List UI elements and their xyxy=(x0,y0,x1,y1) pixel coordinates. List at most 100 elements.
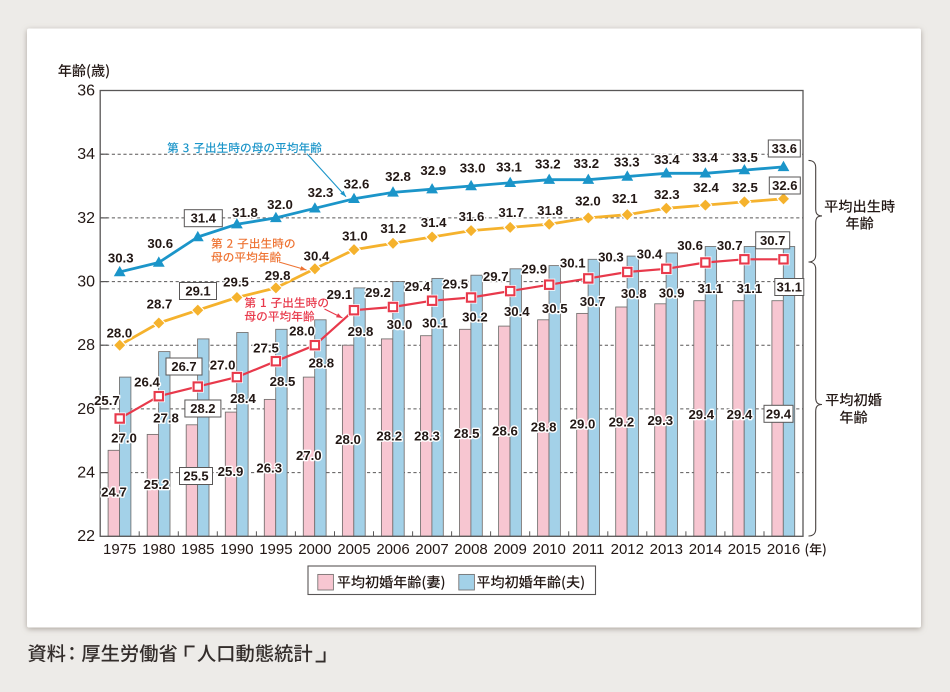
svg-text:2008: 2008 xyxy=(454,541,487,558)
svg-text:28.4: 28.4 xyxy=(230,391,256,406)
svg-text:28.8: 28.8 xyxy=(531,419,557,434)
svg-text:2015: 2015 xyxy=(728,541,761,558)
svg-text:29.3: 29.3 xyxy=(647,413,673,428)
svg-text:26: 26 xyxy=(77,401,95,418)
svg-text:29.2: 29.2 xyxy=(365,285,391,300)
svg-text:30.9: 30.9 xyxy=(659,285,685,300)
svg-text:31.8: 31.8 xyxy=(537,203,563,218)
svg-text:2013: 2013 xyxy=(650,541,683,558)
svg-text:2012: 2012 xyxy=(611,541,644,558)
svg-text:28.0: 28.0 xyxy=(289,323,315,338)
svg-text:29.4: 29.4 xyxy=(405,279,431,294)
svg-text:32.8: 32.8 xyxy=(385,169,411,184)
svg-text:2007: 2007 xyxy=(415,541,448,558)
svg-text:27.0: 27.0 xyxy=(210,357,236,372)
svg-text:30.6: 30.6 xyxy=(677,238,703,253)
svg-text:29.7: 29.7 xyxy=(483,269,509,284)
svg-text:29.5: 29.5 xyxy=(223,274,249,289)
svg-text:32.6: 32.6 xyxy=(344,176,370,191)
svg-text:28.7: 28.7 xyxy=(147,297,173,312)
svg-text:29.1: 29.1 xyxy=(185,284,210,299)
svg-text:29.2: 29.2 xyxy=(609,415,635,430)
svg-text:25.9: 25.9 xyxy=(218,464,244,479)
svg-text:32.5: 32.5 xyxy=(732,180,758,195)
svg-text:31.1: 31.1 xyxy=(737,281,763,296)
svg-text:33.3: 33.3 xyxy=(614,154,640,169)
svg-text:30.6: 30.6 xyxy=(147,236,173,251)
svg-text:31.4: 31.4 xyxy=(191,211,217,226)
svg-text:29.0: 29.0 xyxy=(570,417,596,432)
svg-text:28.3: 28.3 xyxy=(414,428,440,443)
svg-text:33.4: 33.4 xyxy=(654,152,680,167)
svg-text:27.8: 27.8 xyxy=(153,411,179,426)
svg-text:2011: 2011 xyxy=(572,541,604,558)
svg-text:30.4: 30.4 xyxy=(504,304,530,319)
svg-text:2005: 2005 xyxy=(337,541,370,558)
svg-text:33.6: 33.6 xyxy=(772,141,797,156)
svg-text:29.9: 29.9 xyxy=(521,262,547,277)
svg-text:32.9: 32.9 xyxy=(420,163,446,178)
svg-text:24: 24 xyxy=(77,465,95,482)
svg-text:32.0: 32.0 xyxy=(575,193,601,208)
svg-text:1995: 1995 xyxy=(259,541,292,558)
svg-text:27.5: 27.5 xyxy=(253,340,279,355)
svg-text:22: 22 xyxy=(77,528,95,545)
svg-text:31.0: 31.0 xyxy=(342,228,368,243)
svg-text:30.7: 30.7 xyxy=(580,294,606,309)
svg-text:31.4: 31.4 xyxy=(421,215,447,230)
svg-text:30.8: 30.8 xyxy=(621,286,647,301)
svg-text:32.1: 32.1 xyxy=(612,191,638,206)
svg-text:2006: 2006 xyxy=(376,541,409,558)
svg-text:32.6: 32.6 xyxy=(772,178,797,193)
svg-text:26.3: 26.3 xyxy=(256,461,282,476)
svg-text:29.4: 29.4 xyxy=(766,406,792,421)
svg-text:30.4: 30.4 xyxy=(304,248,330,263)
svg-text:30.7: 30.7 xyxy=(717,238,743,253)
svg-text:31.8: 31.8 xyxy=(232,205,258,220)
svg-text:32.0: 32.0 xyxy=(267,197,293,212)
svg-text:33.1: 33.1 xyxy=(496,160,522,175)
svg-text:30.3: 30.3 xyxy=(598,250,624,265)
svg-text:28.5: 28.5 xyxy=(270,374,296,389)
svg-text:30.4: 30.4 xyxy=(637,247,663,262)
svg-text:25.7: 25.7 xyxy=(94,393,120,408)
svg-text:34: 34 xyxy=(77,146,95,163)
svg-text:28.0: 28.0 xyxy=(107,325,133,340)
svg-text:2010: 2010 xyxy=(533,541,566,558)
svg-text:32: 32 xyxy=(77,210,95,227)
svg-text:31.7: 31.7 xyxy=(498,205,524,220)
svg-text:28.8: 28.8 xyxy=(308,355,334,370)
svg-text:28.2: 28.2 xyxy=(190,401,215,416)
svg-text:1975: 1975 xyxy=(103,541,136,558)
svg-text:28: 28 xyxy=(77,337,95,354)
svg-text:30.7: 30.7 xyxy=(760,233,785,248)
svg-text:29.1: 29.1 xyxy=(327,287,353,302)
svg-text:26.4: 26.4 xyxy=(134,374,160,389)
svg-text:33.2: 33.2 xyxy=(573,156,599,171)
svg-text:33.4: 33.4 xyxy=(692,150,718,165)
svg-text:30: 30 xyxy=(77,274,95,291)
svg-text:30.2: 30.2 xyxy=(462,310,488,325)
svg-text:28.6: 28.6 xyxy=(492,424,518,439)
svg-text:30.1: 30.1 xyxy=(422,315,448,330)
svg-text:1980: 1980 xyxy=(142,541,175,558)
svg-text:2016: 2016 xyxy=(767,541,800,558)
svg-text:29.4: 29.4 xyxy=(688,407,714,422)
svg-text:1985: 1985 xyxy=(181,541,214,558)
svg-text:30.1: 30.1 xyxy=(560,255,586,270)
svg-text:27.0: 27.0 xyxy=(296,448,322,463)
svg-text:24.7: 24.7 xyxy=(101,484,127,499)
svg-text:30.0: 30.0 xyxy=(387,317,413,332)
svg-text:30.5: 30.5 xyxy=(542,301,568,316)
svg-text:26.7: 26.7 xyxy=(171,359,196,374)
svg-text:28.5: 28.5 xyxy=(454,426,480,441)
svg-text:2009: 2009 xyxy=(494,541,527,558)
svg-text:32.3: 32.3 xyxy=(308,185,334,200)
svg-text:30.3: 30.3 xyxy=(108,250,134,265)
svg-text:33.0: 33.0 xyxy=(460,161,486,176)
svg-text:29.8: 29.8 xyxy=(265,268,291,283)
svg-text:29.4: 29.4 xyxy=(727,407,753,422)
svg-text:25.2: 25.2 xyxy=(144,477,170,492)
svg-text:31.2: 31.2 xyxy=(380,221,406,236)
svg-text:29.5: 29.5 xyxy=(442,277,468,292)
